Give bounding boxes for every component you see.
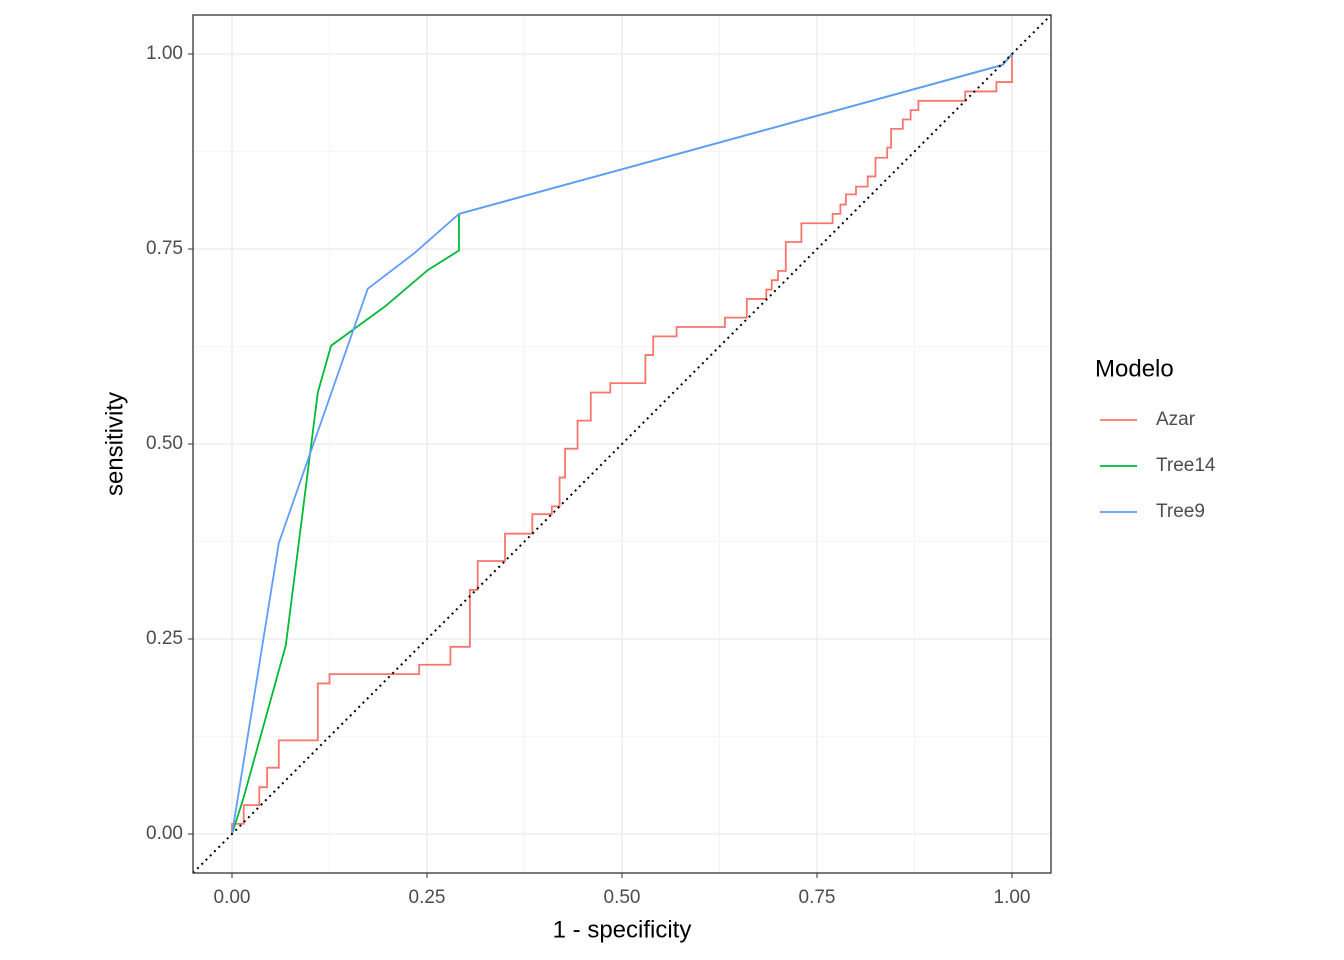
legend-title: Modelo [1095, 355, 1174, 382]
x-axis-title: 1 - specificity [553, 916, 692, 943]
y-tick-label: 0.25 [146, 628, 183, 649]
legend-label: Azar [1156, 409, 1196, 430]
legend-label: Tree9 [1156, 501, 1205, 522]
x-tick-label: 1.00 [994, 887, 1031, 908]
y-tick-label: 0.75 [146, 238, 183, 259]
x-tick-label: 0.50 [604, 887, 641, 908]
y-tick-label: 1.00 [146, 43, 183, 64]
y-axis-title: sensitivity [101, 392, 128, 496]
panel-border [192, 14, 1052, 874]
y-tick-label: 0.50 [146, 433, 183, 454]
roc-line [231, 54, 1013, 834]
x-tick-label: 0.00 [214, 887, 251, 908]
reference-line [192, 14, 1052, 874]
roc-line [231, 53, 1013, 835]
x-tick-label: 0.75 [799, 887, 836, 908]
x-tick-label: 0.25 [409, 887, 446, 908]
legend-label: Tree14 [1156, 455, 1216, 476]
y-tick-label: 0.00 [146, 823, 183, 844]
